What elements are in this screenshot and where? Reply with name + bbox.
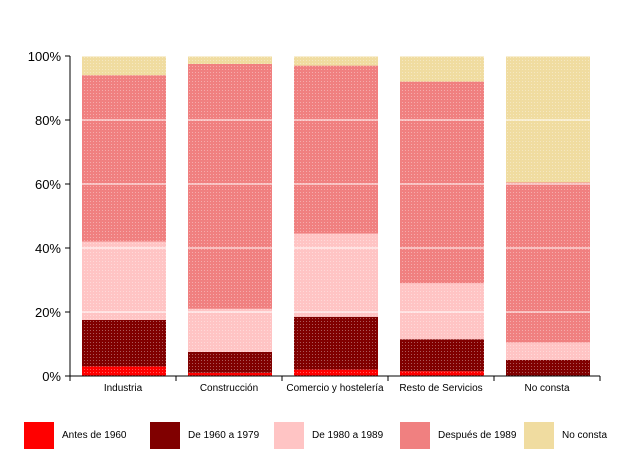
category-label: Industria (104, 383, 143, 394)
bar-segment-texture (400, 81, 484, 284)
y-tick-label: 60% (35, 177, 61, 192)
legend-label: De 1980 a 1989 (312, 429, 384, 441)
bar-segment-texture (506, 360, 590, 376)
bar-segment-texture (400, 339, 484, 372)
legend-item: De 1960 a 1979 (150, 420, 259, 450)
legend-swatch (400, 421, 430, 449)
bar-segment-texture (400, 56, 484, 82)
legend-swatch (524, 421, 554, 449)
bar-segment-texture (82, 241, 166, 320)
y-tick-label: 20% (35, 305, 61, 320)
legend: Antes de 1960 De 1960 a 1979 De 1980 a 198… (0, 420, 640, 450)
legend-swatch (274, 421, 304, 449)
legend-label: De 1960 a 1979 (188, 429, 260, 441)
bar-segment-texture (82, 320, 166, 367)
y-tick-label: 40% (35, 241, 61, 256)
y-tick-label: 80% (35, 113, 61, 128)
bar-segment-texture (506, 56, 590, 183)
legend-item: Antes de 1960 (24, 420, 127, 450)
gridlines (71, 55, 600, 313)
bar-segment-texture (294, 316, 378, 370)
y-axis: 0% 20% 40% 60% 80% 100% (28, 49, 71, 384)
bars (82, 56, 590, 376)
bar-segment-texture (400, 371, 484, 376)
bar-segment-texture (294, 233, 378, 317)
bar-segment-texture (82, 75, 166, 242)
legend-item: Después de 1989 (400, 420, 516, 450)
bar-segment-texture (188, 56, 272, 64)
legend-swatch (24, 421, 54, 449)
x-axis: Industria Construcción Comercio y hosteler… (69, 375, 601, 394)
y-tick-label: 0% (42, 369, 61, 384)
legend-swatch (150, 421, 180, 449)
bar-segment-texture (82, 366, 166, 376)
legend-label: Después de 1989 (438, 429, 517, 441)
bar-segment-texture (188, 308, 272, 352)
legend-label: Antes de 1960 (62, 429, 127, 441)
bar-segment-texture (294, 369, 378, 376)
legend-item: De 1980 a 1989 (274, 420, 383, 450)
legend-label: No consta (562, 429, 608, 441)
legend-item: No consta (524, 420, 607, 450)
category-label: Comercio y hostelería (286, 383, 384, 394)
bar-segment-texture (294, 65, 378, 234)
y-tick-label: 100% (28, 49, 62, 64)
category-label: No consta (524, 383, 569, 394)
bar-segment-texture (506, 182, 590, 343)
bar-segment-texture (294, 56, 378, 66)
bar-segment-texture (188, 372, 272, 376)
bar-segment-texture (82, 56, 166, 76)
bar-segment-texture (188, 352, 272, 373)
category-label: Resto de Servicios (399, 383, 482, 394)
bar-segment-texture (400, 283, 484, 340)
bar-segment-texture (188, 64, 272, 309)
category-label: Construcción (200, 383, 258, 394)
bar-segment-texture (506, 342, 590, 360)
